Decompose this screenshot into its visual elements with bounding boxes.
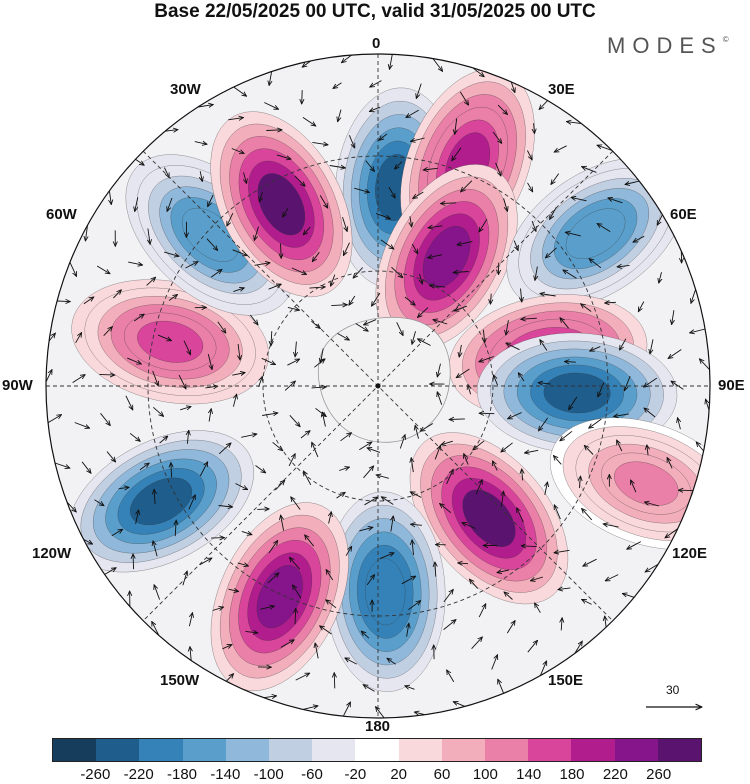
colorbar-swatch bbox=[53, 739, 96, 761]
colorbar-tick-label: 20 bbox=[390, 766, 407, 783]
colorbar-swatch bbox=[183, 739, 226, 761]
colorbar-swatch bbox=[528, 739, 571, 761]
colorbar-tick-label: 220 bbox=[603, 766, 628, 783]
lon-label-120e: 120E bbox=[672, 546, 707, 562]
colorbar-swatch bbox=[615, 739, 658, 761]
colorbar-swatch bbox=[442, 739, 485, 761]
colorbar-tick-label: 100 bbox=[473, 766, 498, 783]
colorbar-swatch bbox=[96, 739, 139, 761]
lon-label-60w: 60W bbox=[46, 207, 77, 223]
colorbar-tick-label: 260 bbox=[646, 766, 671, 783]
lon-label-150e: 150E bbox=[548, 673, 583, 689]
colorbar-swatch bbox=[658, 739, 701, 761]
colorbar-swatch bbox=[312, 739, 355, 761]
colorbar-tick-label: 140 bbox=[516, 766, 541, 783]
colorbar-swatch bbox=[226, 739, 269, 761]
wind-arrow bbox=[334, 673, 335, 689]
colorbar-tick-label: 60 bbox=[434, 766, 451, 783]
colorbar-tick-labels: -260 -220 -180 -140 -100 -60 -20 20 60 100 140 180 2… bbox=[0, 766, 750, 784]
lon-label-150w: 150W bbox=[160, 673, 199, 689]
colorbar-tick-label: 180 bbox=[559, 766, 584, 783]
wind-arrow bbox=[302, 90, 303, 104]
lon-label-0: 0 bbox=[372, 36, 380, 52]
lon-label-60e: 60E bbox=[670, 207, 697, 223]
wind-arrow bbox=[57, 301, 70, 302]
colorbar-swatch bbox=[269, 739, 312, 761]
colorbar-tick-label: -20 bbox=[344, 766, 366, 783]
reference-vector-label: 30 bbox=[666, 683, 679, 697]
colorbar-swatch bbox=[399, 739, 442, 761]
south-pole-marker bbox=[376, 384, 381, 389]
colorbar-swatch bbox=[139, 739, 182, 761]
lon-label-180: 180 bbox=[365, 719, 390, 735]
wind-arrow bbox=[257, 509, 269, 510]
colorbar-tick-label: -100 bbox=[254, 766, 284, 783]
wind-arrow bbox=[211, 538, 224, 539]
lon-label-120w: 120W bbox=[32, 546, 71, 562]
lon-label-30w: 30W bbox=[170, 82, 201, 98]
wind-arrow bbox=[479, 413, 494, 414]
colorbar-swatch bbox=[355, 739, 398, 761]
lon-label-30e: 30E bbox=[548, 82, 575, 98]
colorbar-tick-label: -220 bbox=[124, 766, 154, 783]
lon-label-90e: 90E bbox=[718, 378, 745, 394]
colorbar-tick-label: -260 bbox=[80, 766, 110, 783]
wind-arrow bbox=[133, 554, 134, 569]
colorbar-swatch bbox=[485, 739, 528, 761]
wind-arrow bbox=[449, 419, 465, 420]
colorbar-tick-label: -140 bbox=[210, 766, 240, 783]
colorbar-swatch bbox=[571, 739, 614, 761]
colorbar-tick-label: -60 bbox=[301, 766, 323, 783]
colorbar-tick-label: -180 bbox=[167, 766, 197, 783]
lon-label-90w: 90W bbox=[2, 378, 33, 394]
colorbar bbox=[52, 738, 702, 762]
